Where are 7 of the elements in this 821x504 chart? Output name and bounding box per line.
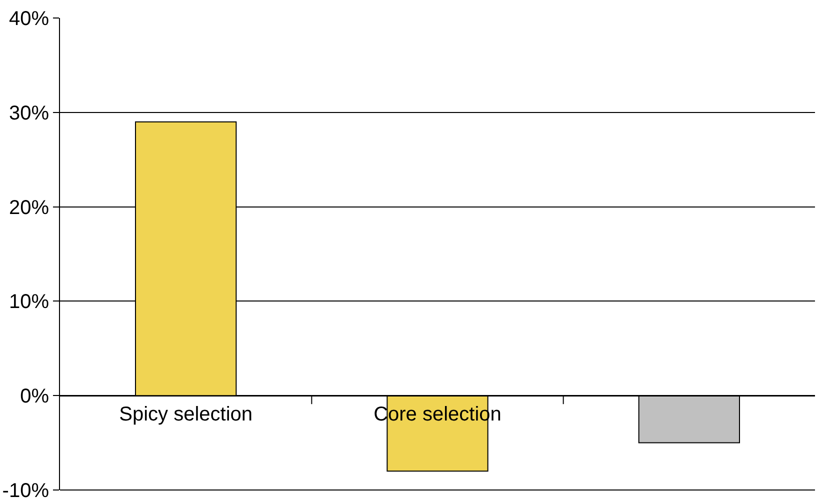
y-tick-label: 20%	[8, 196, 50, 219]
y-tick-label: -10%	[2, 480, 50, 502]
y-tick-label: 40%	[8, 8, 50, 30]
y-tick-label: 10%	[8, 291, 50, 314]
y-tick-label: 30%	[8, 102, 50, 124]
x-tick-label: Spicy selection	[119, 404, 253, 426]
y-tick-label: 0%	[20, 386, 50, 408]
